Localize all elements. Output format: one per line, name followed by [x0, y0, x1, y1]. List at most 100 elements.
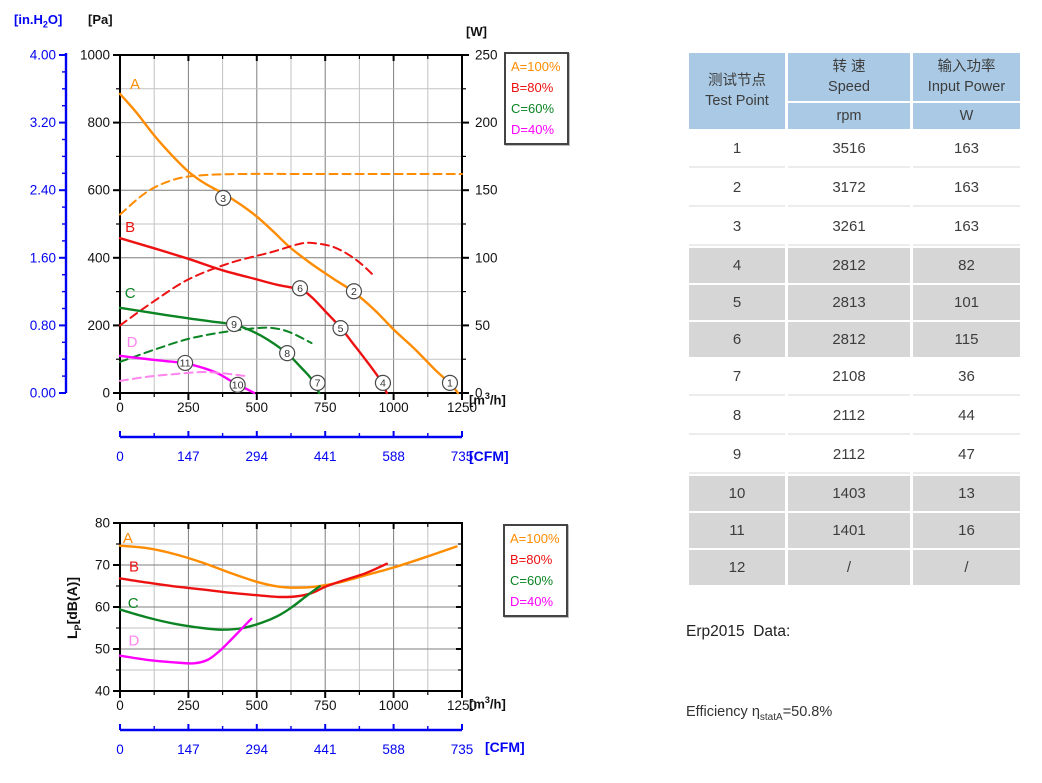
svg-text:441: 441 — [314, 449, 337, 464]
svg-text:3.20: 3.20 — [30, 115, 56, 130]
legend-top: A=100% B=80% C=60% D=40% — [504, 52, 569, 145]
svg-text:147: 147 — [177, 449, 200, 464]
inh2o-axis-title: [in.H2O] — [14, 12, 63, 30]
svg-text:147: 147 — [177, 742, 200, 757]
svg-text:50: 50 — [95, 642, 110, 657]
svg-text:80: 80 — [95, 516, 110, 531]
legend-entry-a: A=100% — [510, 531, 560, 546]
svg-text:7: 7 — [315, 378, 321, 390]
svg-text:0.00: 0.00 — [30, 386, 56, 401]
erp-title: Erp2015 Data: — [686, 623, 791, 640]
legend-entry-b: B=80% — [511, 80, 554, 95]
svg-text:100: 100 — [475, 250, 498, 265]
svg-text:B: B — [129, 559, 139, 576]
table-row: 2 3172 163 — [689, 170, 1020, 207]
svg-text:588: 588 — [382, 742, 405, 757]
erp-efficiency-line: Efficiency ηstatA=50.8% — [686, 704, 833, 723]
svg-text:800: 800 — [87, 115, 110, 130]
table-row: 11 1401 16 — [689, 513, 1020, 548]
svg-text:294: 294 — [246, 742, 269, 757]
col-header-test-point: 测试节点 Test Point — [689, 53, 785, 129]
table-row: 8 2112 44 — [689, 398, 1020, 435]
svg-text:4.00: 4.00 — [30, 48, 56, 63]
svg-text:40: 40 — [95, 684, 110, 699]
unit-rpm: rpm — [788, 103, 910, 129]
db-axis-title: LP[dB(A)] — [64, 577, 83, 639]
unit-w: W — [913, 103, 1020, 129]
svg-text:0: 0 — [102, 386, 110, 401]
table-row: 1 3516 163 — [689, 131, 1020, 168]
svg-text:0: 0 — [116, 449, 124, 464]
svg-text:0: 0 — [116, 400, 124, 415]
svg-text:1000: 1000 — [80, 48, 110, 63]
test-point-table: 测试节点 Test Point 转 速 Speed 输入功率 Input Power … — [686, 51, 1023, 587]
svg-text:A: A — [123, 530, 133, 547]
noise-level-chart: 0 250 500 750 1000 1250 80 70 60 50 40 0 147 294 441 58… — [95, 516, 477, 758]
col-header-input-power: 输入功率 Input Power — [913, 53, 1020, 101]
svg-text:150: 150 — [475, 183, 498, 198]
erp2015-data-block: Erp2015 Data: Efficiency ηstatA=50.8% Ef… — [686, 564, 937, 783]
svg-text:250: 250 — [475, 48, 498, 63]
svg-text:5: 5 — [338, 323, 344, 335]
svg-text:2: 2 — [351, 286, 357, 298]
table-row: 9 2112 47 — [689, 437, 1020, 474]
svg-text:70: 70 — [95, 558, 110, 573]
svg-text:0: 0 — [475, 386, 483, 401]
svg-text:294: 294 — [246, 449, 269, 464]
svg-text:0: 0 — [116, 742, 124, 757]
svg-text:0.80: 0.80 — [30, 318, 56, 333]
table-row: 10 1403 13 — [689, 476, 1020, 511]
legend-entry-d: D=40% — [510, 594, 553, 609]
svg-text:1250: 1250 — [447, 698, 477, 713]
svg-text:735: 735 — [451, 449, 474, 464]
svg-text:11: 11 — [180, 358, 191, 370]
svg-text:250: 250 — [177, 400, 200, 415]
svg-text:0: 0 — [116, 698, 124, 713]
m3h-axis-title-bottom: [m3/h] — [469, 695, 506, 712]
svg-text:C: C — [128, 595, 139, 612]
cfm-axis-title-top: [CFM] — [469, 448, 509, 464]
svg-text:1000: 1000 — [379, 698, 409, 713]
svg-text:750: 750 — [314, 400, 337, 415]
svg-text:A: A — [130, 76, 140, 93]
svg-text:400: 400 — [87, 250, 110, 265]
pressure-power-chart: 0 250 500 750 1000 12501000800600400200025020… — [30, 48, 498, 465]
svg-text:8: 8 — [284, 348, 290, 360]
table-row: 12// — [689, 550, 1020, 585]
legend-entry-b: B=80% — [510, 552, 553, 567]
svg-text:6: 6 — [297, 283, 303, 295]
svg-text:9: 9 — [231, 319, 237, 331]
svg-text:C: C — [125, 285, 136, 302]
table-row: 3 3261 163 — [689, 209, 1020, 246]
svg-text:735: 735 — [451, 742, 474, 757]
svg-text:2.40: 2.40 — [30, 183, 56, 198]
pa-axis-title: [Pa] — [88, 12, 113, 27]
svg-text:750: 750 — [314, 698, 337, 713]
col-header-speed: 转 速 Speed — [788, 53, 910, 101]
svg-text:1000: 1000 — [379, 400, 409, 415]
svg-text:200: 200 — [87, 318, 110, 333]
svg-text:600: 600 — [87, 183, 110, 198]
m3h-axis-title-top: [m3/h] — [469, 391, 506, 408]
svg-text:1250: 1250 — [447, 400, 477, 415]
svg-text:D: D — [129, 633, 140, 650]
svg-text:200: 200 — [475, 115, 498, 130]
table-row: 7 2108 36 — [689, 359, 1020, 396]
svg-text:1.60: 1.60 — [30, 250, 56, 265]
svg-text:D: D — [127, 334, 138, 351]
legend-bottom: A=100% B=80% C=60% D=40% — [503, 524, 568, 617]
svg-text:10: 10 — [232, 380, 244, 392]
svg-text:B: B — [125, 219, 135, 236]
svg-text:441: 441 — [314, 742, 337, 757]
svg-text:250: 250 — [177, 698, 200, 713]
legend-entry-a: A=100% — [511, 59, 561, 74]
svg-text:1: 1 — [447, 378, 453, 390]
table-row: 5 2813 101 — [689, 285, 1020, 320]
table-row: 6 2812 115 — [689, 322, 1020, 357]
legend-entry-c: C=60% — [511, 101, 554, 116]
svg-text:60: 60 — [95, 600, 110, 615]
svg-text:3: 3 — [220, 193, 226, 205]
svg-text:4: 4 — [380, 378, 386, 390]
svg-text:500: 500 — [246, 698, 269, 713]
